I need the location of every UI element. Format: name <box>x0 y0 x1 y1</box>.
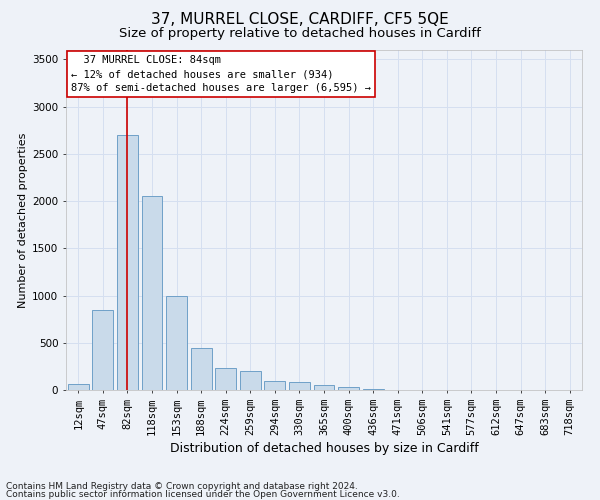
Text: Contains public sector information licensed under the Open Government Licence v3: Contains public sector information licen… <box>6 490 400 499</box>
X-axis label: Distribution of detached houses by size in Cardiff: Distribution of detached houses by size … <box>170 442 478 455</box>
Bar <box>142 196 163 390</box>
Bar <box>191 348 212 390</box>
Bar <box>362 389 383 390</box>
Bar <box>240 371 261 390</box>
Text: Contains HM Land Registry data © Crown copyright and database right 2024.: Contains HM Land Registry data © Crown c… <box>6 482 358 491</box>
Bar <box>338 387 359 390</box>
Text: Size of property relative to detached houses in Cardiff: Size of property relative to detached ho… <box>119 28 481 40</box>
Bar <box>314 386 334 390</box>
Bar <box>265 380 286 390</box>
Y-axis label: Number of detached properties: Number of detached properties <box>18 132 28 308</box>
Bar <box>215 368 236 390</box>
Bar <box>92 310 113 390</box>
Bar <box>166 296 187 390</box>
Bar <box>289 382 310 390</box>
Bar <box>117 135 138 390</box>
Text: 37 MURREL CLOSE: 84sqm  
← 12% of detached houses are smaller (934)
87% of semi-: 37 MURREL CLOSE: 84sqm ← 12% of detached… <box>71 55 371 93</box>
Text: 37, MURREL CLOSE, CARDIFF, CF5 5QE: 37, MURREL CLOSE, CARDIFF, CF5 5QE <box>151 12 449 28</box>
Bar <box>68 384 89 390</box>
